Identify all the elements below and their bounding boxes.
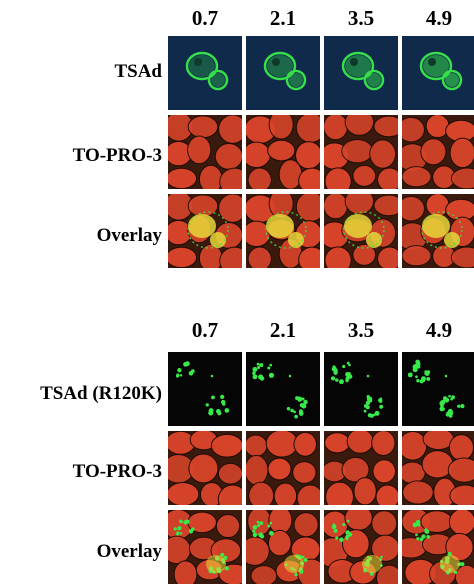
top-topro3-panel-4 xyxy=(402,115,474,189)
top-overlay-panel-2 xyxy=(246,194,320,268)
bottom-col-header-3: 3.5 xyxy=(347,318,375,342)
bottom-topro3-panel-1 xyxy=(168,431,242,505)
top-col-header-4: 4.9 xyxy=(425,6,453,30)
top-tsad-panel-3 xyxy=(324,36,398,110)
top-col-header-3: 3.5 xyxy=(347,6,375,30)
top-topro3-panel-2 xyxy=(246,115,320,189)
bottom-col-header-2: 2.1 xyxy=(269,318,297,342)
top-col-header-1: 0.7 xyxy=(191,6,219,30)
top-tsad-panel-4 xyxy=(402,36,474,110)
top-overlay-panel-4 xyxy=(402,194,474,268)
bottom-overlay-panel-1 xyxy=(168,510,242,584)
bottom-tsad-r120k-panel-4 xyxy=(402,352,474,426)
bottom-overlay-panel-3 xyxy=(324,510,398,584)
top-tsad-panel-2 xyxy=(246,36,320,110)
top-row-label-tsad: TSAd xyxy=(114,61,162,82)
top-tsad-panel-1 xyxy=(168,36,242,110)
bottom-topro3-panel-2 xyxy=(246,431,320,505)
top-topro3-panel-1 xyxy=(168,115,242,189)
top-overlay-panel-3 xyxy=(324,194,398,268)
bottom-tsad-r120k-panel-3 xyxy=(324,352,398,426)
bottom-overlay-panel-4 xyxy=(402,510,474,584)
top-col-header-2: 2.1 xyxy=(269,6,297,30)
top-row-label-topro3: TO-PRO-3 xyxy=(72,145,162,166)
bottom-tsad-r120k-panel-2 xyxy=(246,352,320,426)
bottom-col-header-4: 4.9 xyxy=(425,318,453,342)
bottom-col-header-1: 0.7 xyxy=(191,318,219,342)
bottom-tsad-r120k-panel-1 xyxy=(168,352,242,426)
bottom-overlay-panel-2 xyxy=(246,510,320,584)
bottom-topro3-panel-4 xyxy=(402,431,474,505)
top-topro3-panel-3 xyxy=(324,115,398,189)
bottom-row-label-topro3: TO-PRO-3 xyxy=(72,461,162,482)
bottom-row-label-tsad-r120k: TSAd (R120K) xyxy=(40,383,162,404)
bottom-row-label-overlay: Overlay xyxy=(96,541,162,562)
top-row-label-overlay: Overlay xyxy=(96,225,162,246)
top-overlay-panel-1 xyxy=(168,194,242,268)
bottom-topro3-panel-3 xyxy=(324,431,398,505)
